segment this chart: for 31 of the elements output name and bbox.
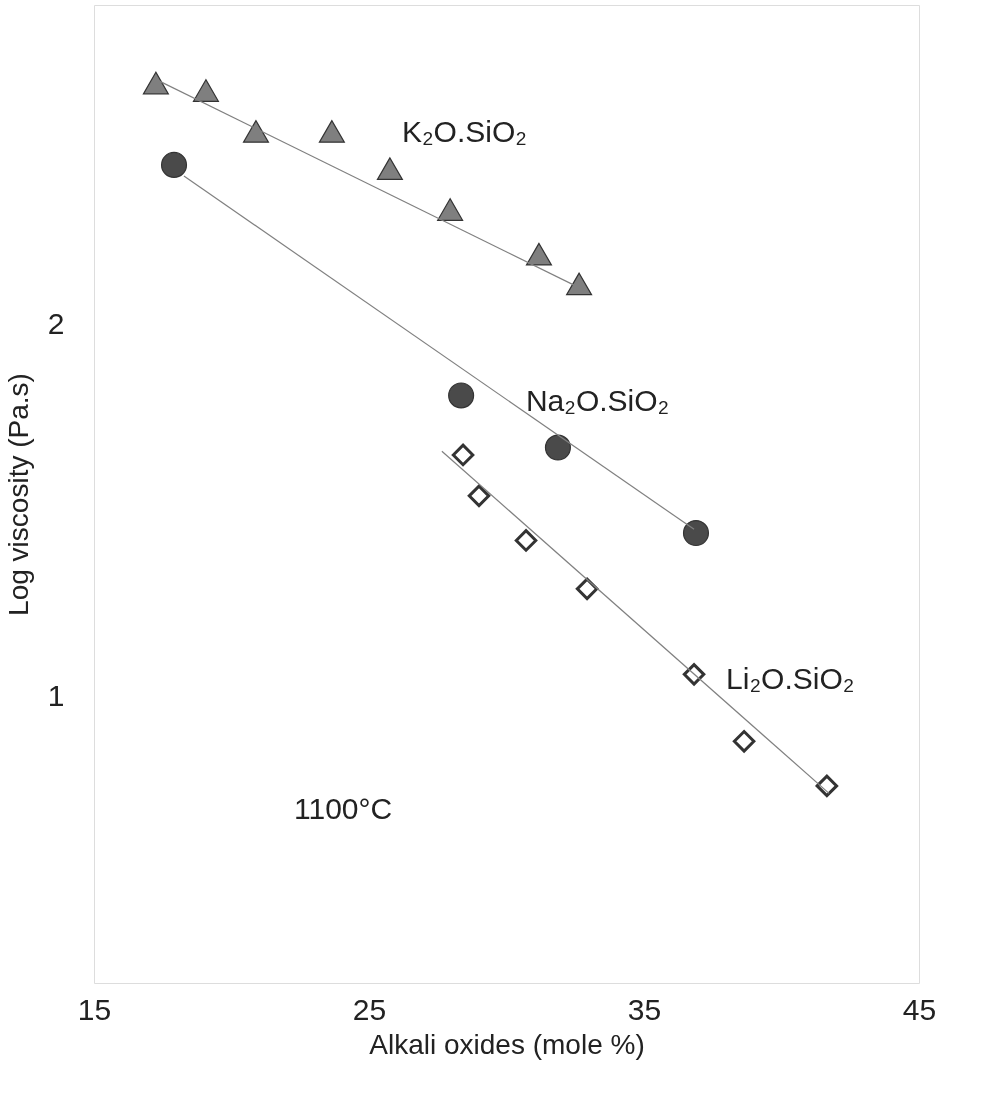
point <box>448 382 475 409</box>
point <box>815 774 839 798</box>
x-tick-label: 25 <box>352 992 387 1026</box>
y-tick-label: 2 <box>47 307 65 341</box>
point <box>566 272 593 296</box>
point <box>451 443 475 467</box>
point <box>514 529 538 552</box>
series-label: K₂O.SiO₂ <box>401 114 527 148</box>
point <box>437 198 464 221</box>
point <box>160 151 188 178</box>
x-axis-title: Alkali oxides (mole %) <box>369 1028 645 1060</box>
point <box>525 242 552 266</box>
point <box>732 730 756 753</box>
point <box>142 71 169 95</box>
point <box>376 157 403 180</box>
x-tick-label: 45 <box>902 992 937 1026</box>
series-label: Li₂O.SiO₂ <box>726 662 855 696</box>
point <box>682 520 710 547</box>
point <box>192 79 219 102</box>
annotation: 1100°C <box>294 792 393 825</box>
series-label: Na₂O.SiO₂ <box>525 383 670 417</box>
x-tick-label: 35 <box>627 992 662 1026</box>
point <box>242 120 270 143</box>
point <box>682 663 706 686</box>
point <box>575 577 599 601</box>
point <box>318 120 345 143</box>
y-axis-title: Log viscosity (Pa.s) <box>2 373 34 616</box>
x-tick-label: 15 <box>77 992 112 1026</box>
point <box>544 434 571 461</box>
point <box>467 484 491 508</box>
y-tick-label: 1 <box>47 679 65 713</box>
